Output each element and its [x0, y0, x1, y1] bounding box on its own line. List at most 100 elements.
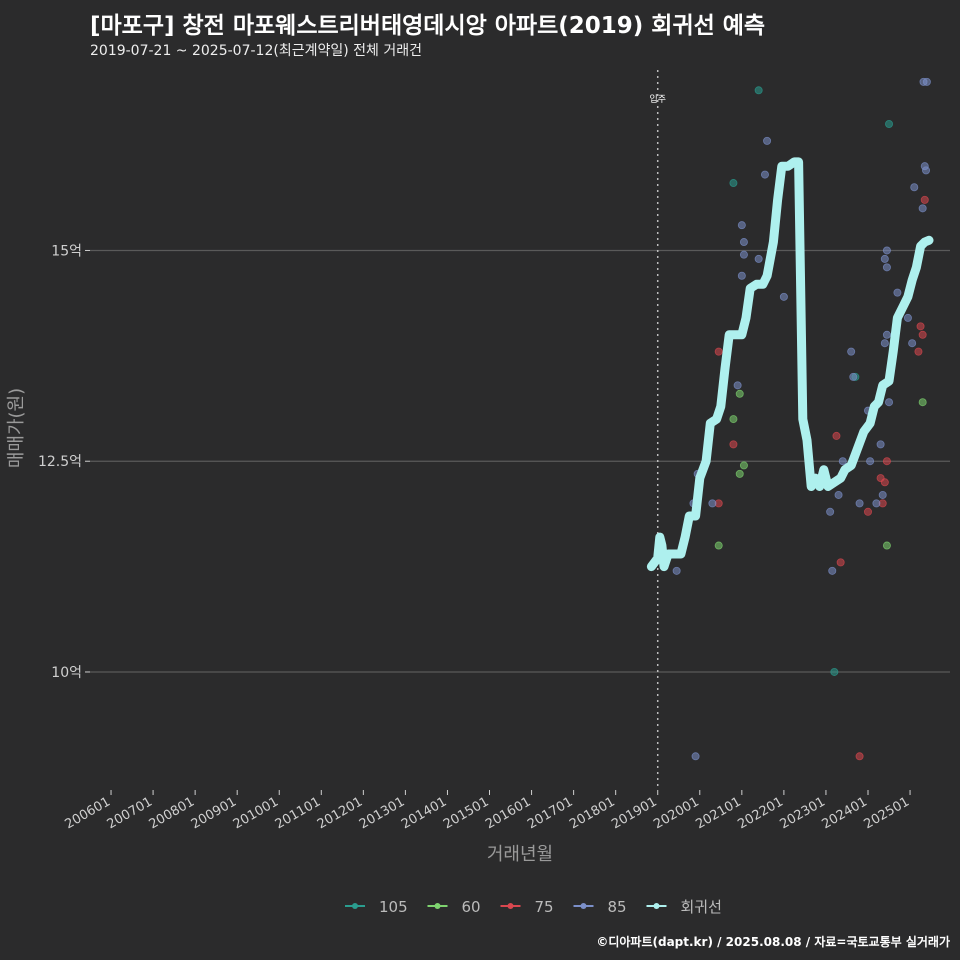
- legend-label: 회귀선: [681, 898, 722, 916]
- legend-label: 105: [379, 898, 408, 916]
- y-tick-label: 10억: [51, 665, 82, 681]
- point-75: [882, 457, 891, 466]
- point-85: [737, 221, 746, 230]
- point-85: [826, 507, 835, 516]
- x-tick-label: 201901: [609, 794, 659, 832]
- point-85: [876, 440, 885, 449]
- legend-item-85: 85: [573, 898, 627, 916]
- legend-item-60: 60: [427, 898, 481, 916]
- point-85: [834, 490, 843, 499]
- x-tick-label: 201301: [357, 794, 407, 832]
- x-tick-label: 201801: [567, 794, 617, 832]
- chart-title: [마포구] 창전 마포웨스트리버태영데시앙 아파트(2019) 회귀선 예측: [90, 13, 766, 39]
- point-85: [893, 288, 902, 297]
- x-tick-label: 201101: [273, 794, 323, 832]
- legend-key-dot: [580, 903, 587, 909]
- x-tick-label: 200901: [189, 794, 239, 832]
- point-85: [880, 254, 889, 263]
- regression-path: [646, 157, 934, 572]
- chart-subtitle: 2019-07-21 ~ 2025-07-12(최근계약일) 전체 거래건: [90, 43, 422, 59]
- y-axis: 10억 12.5억 15억: [38, 243, 90, 681]
- y-tick-label: 12.5억: [38, 454, 82, 470]
- move-in-label: 입주: [649, 93, 666, 105]
- point-85: [866, 457, 875, 466]
- point-60: [882, 541, 891, 550]
- point-85: [739, 250, 748, 259]
- legend-label: 85: [608, 898, 627, 916]
- legend: 105 60 75 85 회귀선: [345, 898, 722, 916]
- point-85: [763, 136, 772, 145]
- move-in-annotation: 입주: [649, 70, 666, 790]
- x-tick-label: 202501: [862, 794, 912, 832]
- point-85: [849, 372, 858, 381]
- point-85: [708, 499, 717, 508]
- point-75: [836, 558, 845, 567]
- point-75: [863, 507, 872, 516]
- point-85: [918, 204, 927, 213]
- point-85: [760, 170, 769, 179]
- point-75: [855, 752, 864, 761]
- point-85: [878, 490, 887, 499]
- x-tick-label: 202001: [651, 794, 701, 832]
- point-75: [918, 330, 927, 339]
- point-85: [882, 263, 891, 272]
- point-75: [832, 431, 841, 440]
- point-85: [779, 292, 788, 301]
- legend-key-dot: [653, 903, 660, 909]
- x-axis: 2006012007012008012009012010012011012012…: [63, 790, 912, 832]
- point-75: [880, 478, 889, 487]
- point-85: [908, 339, 917, 348]
- point-85: [739, 238, 748, 247]
- point-60: [735, 389, 744, 398]
- point-105: [830, 667, 839, 676]
- point-85: [910, 183, 919, 192]
- point-105: [729, 179, 738, 188]
- x-tick-label: 201001: [231, 794, 281, 832]
- point-60: [739, 461, 748, 470]
- point-75: [714, 347, 723, 356]
- point-85: [882, 246, 891, 255]
- point-60: [729, 415, 738, 424]
- x-tick-label: 202401: [820, 794, 870, 832]
- point-85: [672, 566, 681, 575]
- point-85: [885, 398, 894, 407]
- x-tick-label: 202101: [693, 794, 743, 832]
- x-tick-label: 200701: [105, 794, 155, 832]
- point-85: [733, 381, 742, 390]
- y-tick-label: 15억: [51, 243, 82, 259]
- point-85: [880, 339, 889, 348]
- x-tick-label: 201701: [525, 794, 575, 832]
- point-75: [729, 440, 738, 449]
- point-75: [914, 347, 923, 356]
- legend-item-회귀선: 회귀선: [646, 898, 722, 916]
- point-60: [714, 541, 723, 550]
- point-75: [916, 322, 925, 331]
- legend-label: 75: [535, 898, 554, 916]
- point-85: [922, 166, 931, 175]
- point-85: [903, 313, 912, 322]
- scatter-points: [672, 77, 931, 761]
- legend-label: 60: [462, 898, 481, 916]
- point-85: [737, 271, 746, 280]
- point-85: [828, 566, 837, 575]
- point-85: [922, 77, 931, 86]
- point-85: [691, 752, 700, 761]
- footer-credit: ©디아파트(dapt.kr) / 2025.08.08 / 자료=국토교통부 실…: [596, 935, 950, 949]
- x-tick-label: 202201: [735, 794, 785, 832]
- x-tick-label: 201501: [441, 794, 491, 832]
- point-60: [735, 469, 744, 478]
- x-tick-label: 202301: [777, 794, 827, 832]
- point-75: [920, 195, 929, 204]
- point-85: [838, 457, 847, 466]
- point-85: [882, 330, 891, 339]
- x-tick-label: 200601: [63, 794, 113, 832]
- legend-item-75: 75: [500, 898, 554, 916]
- point-105: [754, 86, 763, 95]
- point-85: [754, 254, 763, 263]
- regression-line: [646, 157, 934, 572]
- legend-key-dot: [434, 903, 441, 909]
- point-85: [855, 499, 864, 508]
- x-tick-label: 201401: [399, 794, 449, 832]
- x-tick-label: 200801: [147, 794, 197, 832]
